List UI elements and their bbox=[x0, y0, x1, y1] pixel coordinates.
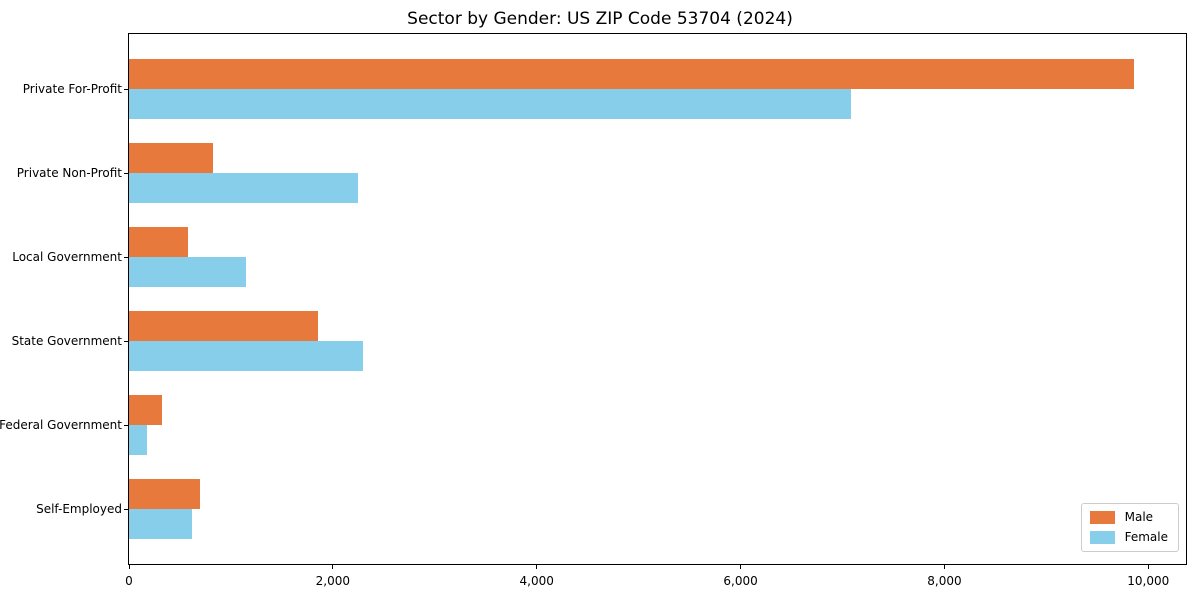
legend-item-male: Male bbox=[1089, 510, 1168, 524]
bar-male-local-government bbox=[129, 227, 189, 257]
x-tick-mark bbox=[740, 565, 742, 569]
x-tick-mark bbox=[536, 565, 538, 569]
y-axis-label: Private Non-Profit bbox=[16, 166, 122, 180]
y-tick-mark bbox=[124, 172, 128, 174]
x-tick-label: 8,000 bbox=[927, 574, 962, 588]
bar-female-local-government bbox=[129, 257, 247, 287]
bar-male-private-for-profit bbox=[129, 59, 1135, 89]
legend: Male Female bbox=[1080, 503, 1179, 552]
x-tick-label: 6,000 bbox=[723, 574, 758, 588]
bar-male-self-employed bbox=[129, 479, 200, 509]
male-series-swatch bbox=[1089, 511, 1115, 524]
bar-female-private-non-profit bbox=[129, 173, 359, 203]
y-tick-mark bbox=[124, 424, 128, 426]
legend-label-female: Female bbox=[1124, 530, 1168, 544]
y-tick-mark bbox=[124, 256, 128, 258]
x-tick-label: 2,000 bbox=[315, 574, 351, 588]
bar-male-state-government bbox=[129, 311, 318, 341]
legend-label-male: Male bbox=[1124, 510, 1154, 524]
y-axis-label: Local Government bbox=[12, 250, 122, 264]
bar-female-private-for-profit bbox=[129, 89, 851, 119]
y-tick-mark bbox=[124, 88, 128, 90]
plot-area: Male Female Private For-Profit Private No… bbox=[0, 33, 1187, 588]
bar-male-private-non-profit bbox=[129, 143, 213, 173]
y-tick-mark bbox=[124, 340, 128, 342]
bar-female-state-government bbox=[129, 341, 364, 371]
x-tick-label: 10,000 bbox=[1127, 574, 1170, 588]
y-axis-label: Private For-Profit bbox=[22, 82, 122, 96]
x-tick-mark bbox=[943, 565, 945, 569]
y-tick-mark bbox=[124, 508, 128, 510]
chart-title: Sector by Gender: US ZIP Code 53704 (202… bbox=[407, 9, 793, 29]
x-tick-mark bbox=[1147, 565, 1149, 569]
bar-female-federal-government bbox=[129, 425, 147, 455]
bar-female-self-employed bbox=[129, 509, 192, 539]
y-axis-label: Self-Employed bbox=[36, 502, 122, 516]
female-series-swatch bbox=[1089, 531, 1115, 544]
y-axis-label: Federal Government bbox=[0, 418, 122, 432]
x-tick-label: 4,000 bbox=[519, 574, 554, 588]
x-tick-mark bbox=[332, 565, 334, 569]
bar-male-federal-government bbox=[129, 395, 162, 425]
x-tick-label: 0 bbox=[125, 574, 133, 588]
x-tick-mark bbox=[128, 565, 130, 569]
legend-item-female: Female bbox=[1089, 530, 1168, 544]
y-axis-label: State Government bbox=[11, 334, 122, 348]
